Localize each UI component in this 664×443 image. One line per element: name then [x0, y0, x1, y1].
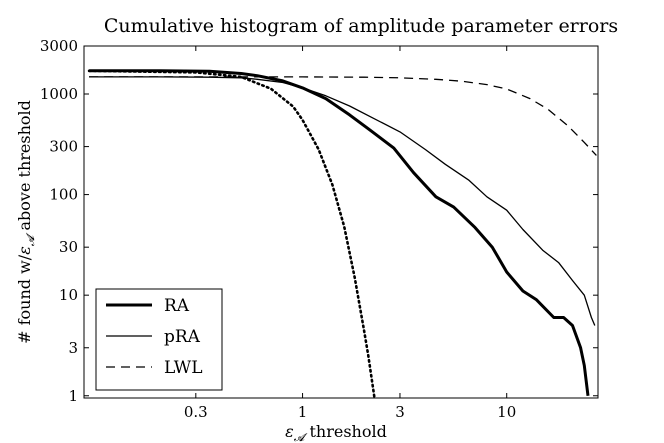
y-tick-label: 300: [49, 138, 78, 156]
x-axis-label-symbol: ε: [285, 422, 294, 441]
y-axis-label-text-a: # found w/: [15, 254, 34, 344]
x-tick-label: 0.3: [184, 403, 208, 421]
y-axis-label: # found w/ε𝓐 above threshold: [15, 100, 37, 344]
y-axis-ticks: 1 3 10 30 100 300 1000 3000: [40, 37, 598, 405]
x-axis-label-subscript: 𝓐: [294, 431, 308, 443]
plot-frame: [83, 45, 599, 399]
y-tick-label: 3000: [40, 37, 78, 55]
legend-label-ra: RA: [164, 296, 190, 316]
y-axis-label-symbol: ε: [15, 246, 34, 255]
series-line-lwl: [89, 76, 597, 156]
x-tick-label: 1: [298, 403, 308, 421]
x-axis-label-text: threshold: [304, 422, 386, 441]
y-axis-label-text-b: above threshold: [15, 100, 34, 235]
chart-title: Cumulative histogram of amplitude parame…: [104, 15, 618, 37]
y-tick-label: 1000: [40, 85, 78, 103]
series-line-unlabeled-3: [87, 69, 376, 400]
series-line-ra: [89, 69, 590, 396]
y-tick-label: 3: [68, 339, 78, 357]
y-tick-label: 1: [68, 387, 78, 405]
y-tick-label: 10: [59, 286, 78, 304]
legend: RA pRA LWL: [95, 288, 223, 391]
x-axis-ticks: 0.3 1 3 10: [184, 46, 516, 421]
y-tick-label: 30: [59, 238, 78, 256]
x-tick-label: 10: [497, 403, 516, 421]
legend-label-pra: pRA: [164, 327, 201, 347]
x-tick-label: 3: [395, 403, 405, 421]
series-line-pra: [89, 76, 596, 326]
legend-label-lwl: LWL: [164, 358, 203, 378]
y-tick-label: 100: [49, 186, 78, 204]
y-axis-label-subscript: 𝓐: [24, 232, 37, 246]
x-axis-label: ε𝓐 threshold: [285, 422, 387, 443]
series-lines: [87, 69, 597, 400]
